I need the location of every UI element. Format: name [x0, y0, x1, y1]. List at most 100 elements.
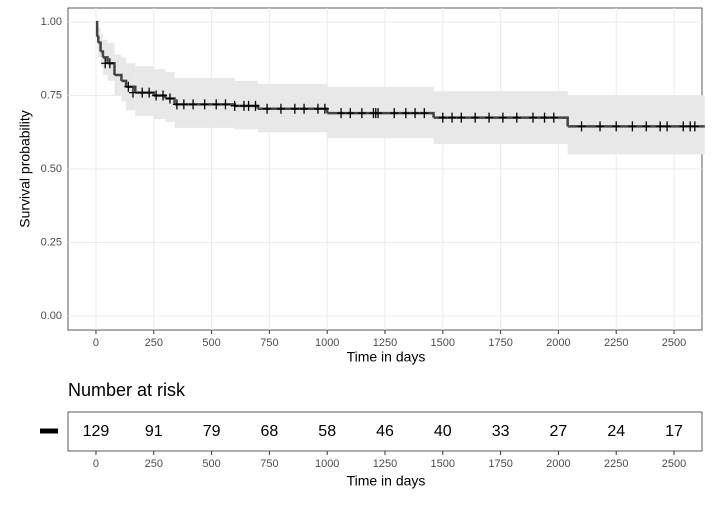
y-axis-label: Survival probability	[17, 110, 33, 228]
censor-mark	[300, 103, 309, 114]
risk-count: 24	[607, 423, 625, 440]
censor-mark	[189, 99, 198, 110]
censor-mark	[679, 121, 688, 132]
plot-area	[68, 8, 705, 330]
censor-mark	[128, 87, 137, 98]
censor-mark	[411, 108, 420, 119]
censor-mark	[390, 108, 399, 119]
y-tick-label: 0.00	[41, 310, 62, 322]
x-tick-label: 2250	[604, 337, 628, 349]
censor-mark	[313, 103, 322, 114]
risk-x-tick-label: 1250	[373, 458, 397, 470]
censor-mark	[346, 108, 355, 119]
x-tick-label: 1750	[488, 337, 512, 349]
censor-mark	[337, 108, 346, 119]
ci-band	[135, 66, 154, 117]
risk-x-tick-label: 2000	[546, 458, 570, 470]
ci-band	[121, 57, 127, 102]
censor-mark	[656, 121, 665, 132]
censor-mark	[471, 112, 480, 123]
survival-step	[102, 56, 109, 64]
x-tick-label: 250	[145, 337, 163, 349]
risk-x-tick-label: 1500	[431, 458, 455, 470]
censor-mark	[512, 112, 521, 123]
x-tick-label: 1250	[373, 337, 397, 349]
censor-mark	[165, 93, 174, 104]
censor-mark	[145, 87, 154, 98]
survival-step	[114, 73, 123, 81]
survival-step	[97, 35, 100, 43]
censor-mark	[230, 100, 239, 111]
risk-count: 33	[492, 423, 510, 440]
censor-mark	[221, 99, 230, 110]
survival-step	[121, 79, 128, 87]
x-tick-label: 0	[93, 337, 99, 349]
risk-x-tick-label: 0	[93, 458, 99, 470]
censor-mark	[159, 90, 168, 101]
censor-mark	[642, 121, 651, 132]
censor-mark	[212, 99, 221, 110]
censor-mark	[244, 100, 253, 111]
censor-mark	[448, 112, 457, 123]
censor-mark	[172, 99, 181, 110]
risk-x-tick-label: 750	[260, 458, 278, 470]
risk-count: 27	[550, 423, 568, 440]
risk-title: Number at risk	[68, 380, 186, 400]
survival-step	[100, 50, 105, 58]
risk-x-label: Time in days	[347, 473, 426, 489]
censor-mark	[485, 112, 494, 123]
censor-mark	[663, 121, 672, 132]
censor-mark	[357, 108, 366, 119]
risk-count: 129	[83, 423, 110, 440]
x-tick-label: 500	[202, 337, 220, 349]
risk-count: 79	[203, 423, 221, 440]
risk-x-tick-label: 500	[202, 458, 220, 470]
y-tick-label: 0.75	[41, 89, 62, 101]
censor-mark	[374, 108, 383, 119]
censor-mark	[263, 103, 272, 114]
x-tick-label: 2500	[662, 337, 686, 349]
censor-mark	[457, 112, 466, 123]
censor-mark	[138, 87, 147, 98]
censor-mark	[420, 108, 429, 119]
censor-mark	[251, 100, 260, 111]
x-tick-label: 1000	[315, 337, 339, 349]
risk-x-tick-label: 1000	[315, 458, 339, 470]
censor-mark	[628, 121, 637, 132]
risk-x-tick-label: 2250	[604, 458, 628, 470]
risk-x-tick-label: 250	[145, 458, 163, 470]
ci-band	[567, 95, 705, 155]
risk-count: 17	[665, 423, 683, 440]
x-axis-label: Time in days	[347, 349, 426, 365]
censor-mark	[528, 112, 537, 123]
y-tick-label: 1.00	[41, 16, 62, 28]
y-tick-label: 0.25	[41, 236, 62, 248]
censor-mark	[152, 90, 161, 101]
censor-mark	[577, 121, 586, 132]
risk-x-tick-label: 2500	[662, 458, 686, 470]
censor-mark	[690, 121, 699, 132]
risk-count: 58	[318, 423, 336, 440]
x-tick-label: 1500	[431, 337, 455, 349]
censor-mark	[540, 112, 549, 123]
survival-step	[98, 41, 102, 52]
risk-count: 68	[260, 423, 278, 440]
ci-band	[107, 42, 115, 81]
censor-mark	[105, 58, 114, 69]
censor-mark	[320, 103, 329, 114]
x-tick-label: 2000	[546, 337, 570, 349]
censor-mark	[124, 81, 133, 92]
risk-x-tick-label: 1750	[488, 458, 512, 470]
censor-mark	[498, 112, 507, 123]
ci-band	[153, 69, 166, 120]
censor-mark	[612, 121, 621, 132]
risk-count: 40	[434, 423, 452, 440]
risk-count: 46	[376, 423, 394, 440]
censor-mark	[179, 99, 188, 110]
censor-mark	[200, 99, 209, 110]
censor-mark	[438, 112, 447, 123]
survival-step	[95, 20, 99, 37]
censor-mark	[596, 121, 605, 132]
y-tick-label: 0.50	[41, 163, 62, 175]
